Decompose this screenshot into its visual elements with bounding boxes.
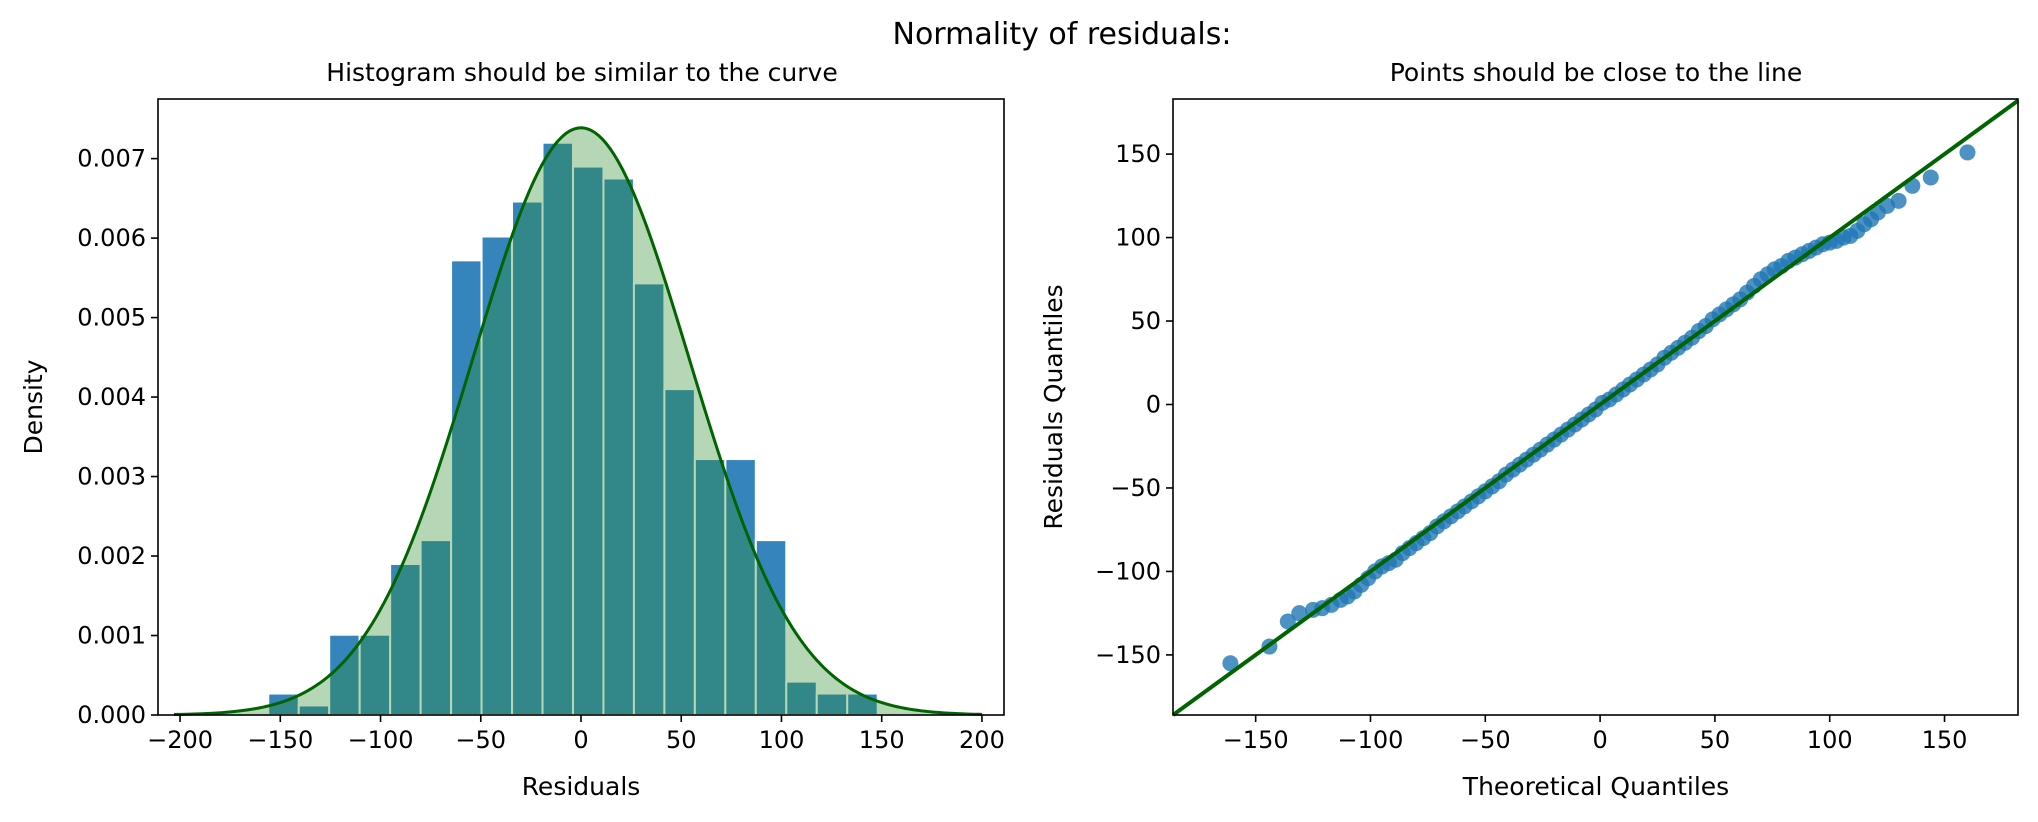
normal-curve-group [174,126,982,716]
x-tick-label: −200 [147,726,213,754]
x-tick-label: 100 [1807,726,1853,754]
x-tick-label: 100 [759,726,805,754]
histogram-x-ticks: −200 −150 −100 −50 0 50 100 150 200 [147,715,1005,754]
x-tick-label: −150 [247,726,313,754]
y-tick-label: 50 [1130,307,1161,335]
normal-curve-fill [174,127,982,715]
y-tick-label: −50 [1110,474,1161,502]
y-tick-label: 0.000 [77,701,146,729]
y-tick-label: 0.007 [77,145,146,173]
y-tick-label: 0.005 [77,304,146,332]
x-tick-label: −50 [455,726,506,754]
histogram-bar [541,141,574,716]
qq-point [1890,192,1907,209]
histogram-bar [602,177,635,716]
x-tick-label: 0 [573,726,588,754]
qq-reference-line [1171,99,2020,717]
y-tick-label: 0 [1146,390,1161,418]
histogram-bar [358,633,392,717]
histogram-title: Histogram should be similar to the curve [326,58,837,87]
y-tick-label: 150 [1115,140,1161,168]
y-tick-label: −150 [1095,641,1161,669]
x-tick-label: 150 [859,726,905,754]
x-tick-label: 0 [1592,726,1607,754]
qq-y-ticks: −150 −100 −50 0 50 100 150 [1095,140,1173,669]
histogram-bar [389,562,422,716]
normal-curve-line [174,126,982,716]
y-tick-label: 0.004 [77,383,146,411]
x-tick-label: 50 [1700,726,1731,754]
qq-title: Points should be close to the line [1390,58,1803,87]
histogram-y-ticks: 0.000 0.001 0.002 0.003 0.004 0.005 0.006 0.007 [77,145,158,729]
y-tick-label: 0.003 [77,463,146,491]
y-tick-label: 0.001 [77,622,146,650]
qq-reference-line-group [1171,99,2020,717]
qq-frame [1172,98,2019,716]
histogram-bar [632,282,666,716]
histogram-x-axis-label: Residuals [522,772,641,801]
histogram-bar [450,259,483,716]
qq-point [1291,605,1308,622]
x-tick-label: −100 [348,726,414,754]
x-tick-label: 200 [959,726,1005,754]
qq-axes: Points should be close to the line −150−… [1039,58,2020,801]
x-tick-label: 50 [666,726,697,754]
qq-y-axis-label: Residuals Quantiles [1039,284,1068,529]
qq-point [1959,144,1976,161]
qq-point [1922,169,1939,186]
x-tick-label: 150 [1922,726,1968,754]
qq-point [1279,613,1296,630]
y-tick-label: 0.006 [77,224,146,252]
y-tick-label: 0.002 [77,542,146,570]
qq-point [1222,655,1239,672]
qq-x-ticks: −150 −100 −50 0 50 100 150 [1223,715,1968,754]
figure-suptitle: Normality of residuals: [893,17,1232,52]
y-tick-label: −100 [1095,557,1161,585]
x-tick-label: −150 [1223,726,1289,754]
y-tick-label: 100 [1115,224,1161,252]
x-tick-label: −50 [1460,726,1511,754]
qq-x-axis-label: Theoretical Quantiles [1462,772,1729,801]
x-tick-label: −100 [1338,726,1404,754]
histogram-axes: Histogram should be similar to the curve… [19,58,1005,801]
histogram-bars [267,141,879,717]
histogram-y-axis-label: Density [19,359,48,454]
